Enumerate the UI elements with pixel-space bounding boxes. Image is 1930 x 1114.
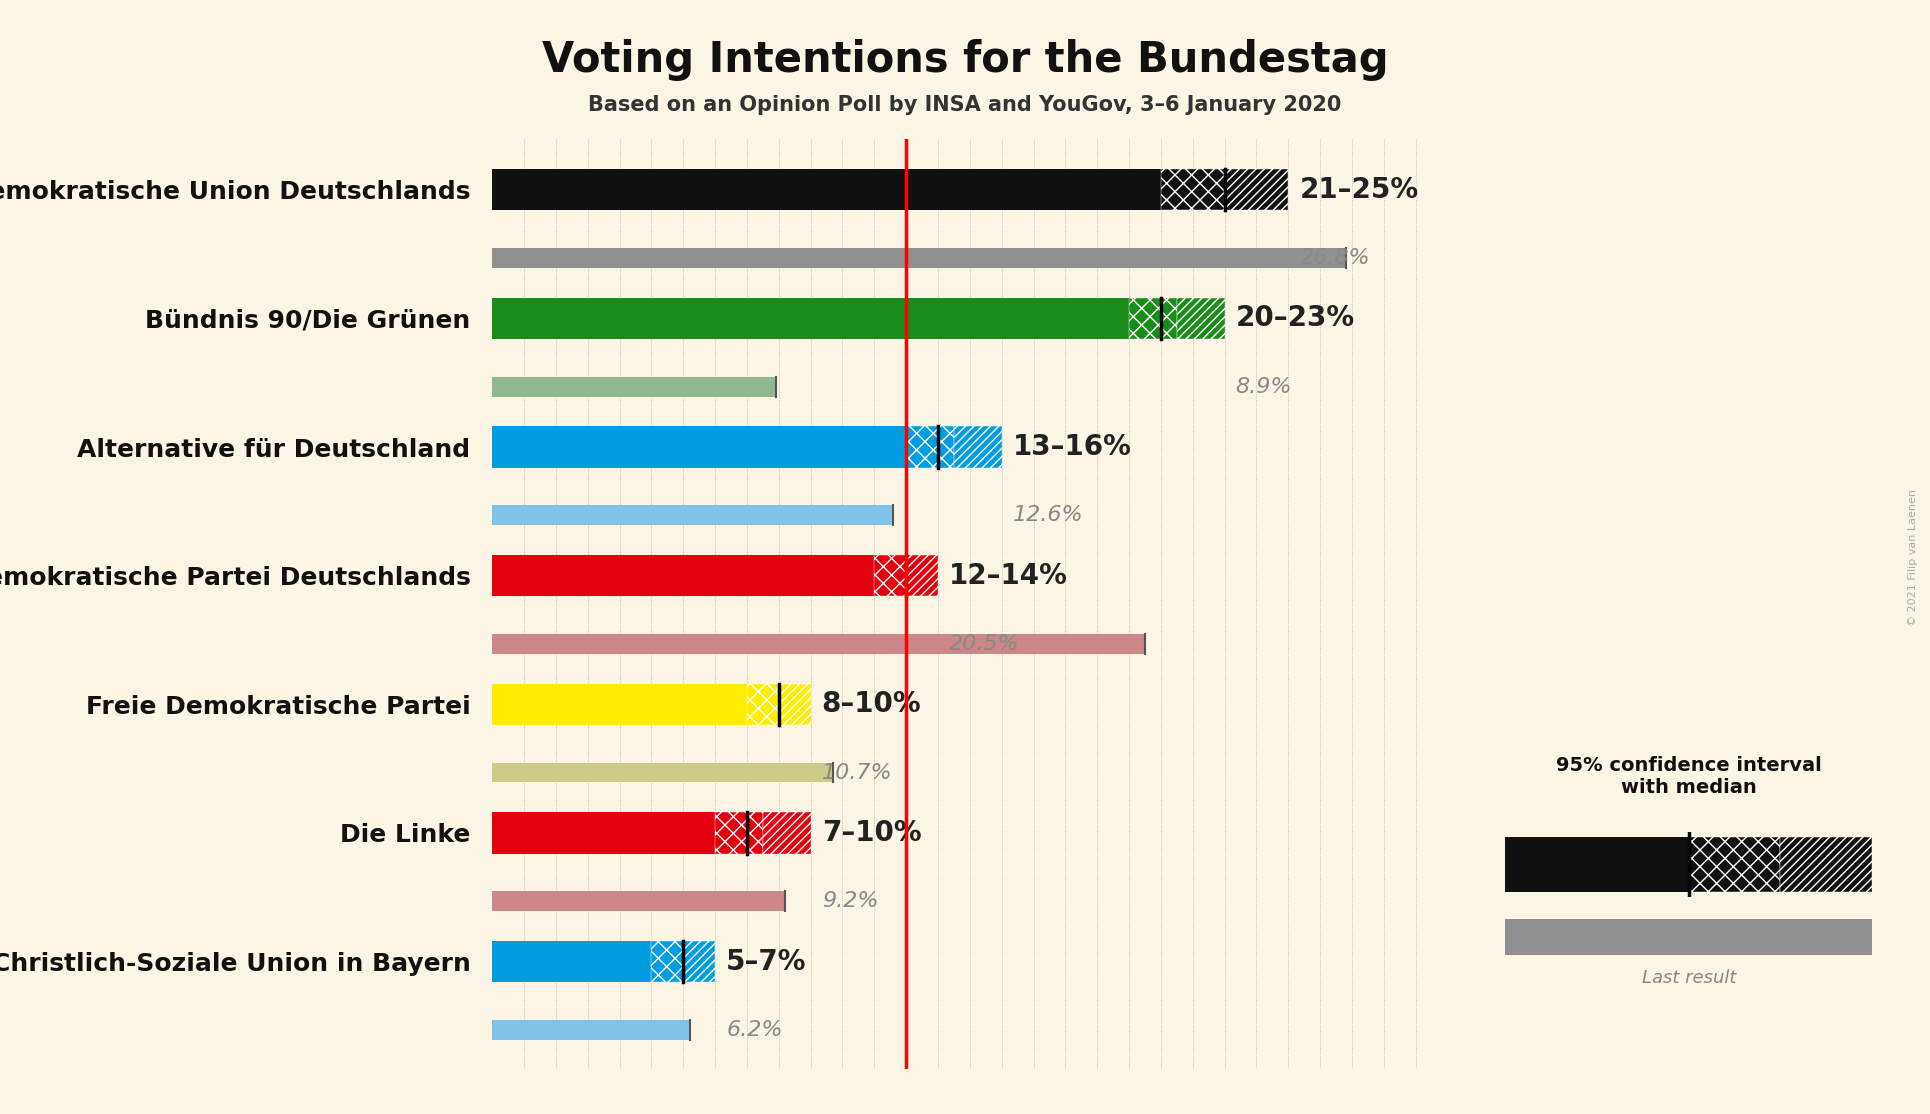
Bar bbox=[1505, 919, 1872, 955]
Bar bbox=[1689, 837, 1779, 892]
Bar bbox=[492, 812, 714, 853]
Text: 20–23%: 20–23% bbox=[1235, 304, 1355, 332]
Text: 6.2%: 6.2% bbox=[726, 1019, 784, 1039]
Bar bbox=[492, 506, 894, 525]
Text: 8–10%: 8–10% bbox=[822, 691, 921, 719]
Bar bbox=[492, 555, 874, 596]
Bar bbox=[714, 812, 762, 853]
Bar bbox=[492, 427, 907, 468]
Bar bbox=[492, 684, 747, 725]
Bar bbox=[953, 427, 1002, 468]
Bar bbox=[907, 427, 953, 468]
Bar bbox=[762, 812, 811, 853]
Bar bbox=[650, 941, 683, 983]
Bar bbox=[747, 684, 778, 725]
Text: 12.6%: 12.6% bbox=[1013, 506, 1083, 526]
Text: 7–10%: 7–10% bbox=[822, 819, 921, 847]
Bar bbox=[492, 941, 650, 983]
Text: 9.2%: 9.2% bbox=[822, 891, 878, 911]
Bar bbox=[492, 297, 1129, 339]
Bar bbox=[1129, 297, 1177, 339]
Text: 10.7%: 10.7% bbox=[822, 763, 892, 782]
Text: © 2021 Filip van Laenen: © 2021 Filip van Laenen bbox=[1909, 489, 1918, 625]
Text: 12–14%: 12–14% bbox=[950, 561, 1067, 589]
Text: 95% confidence interval
with median: 95% confidence interval with median bbox=[1556, 755, 1822, 797]
Bar bbox=[683, 941, 714, 983]
Bar bbox=[492, 248, 1345, 267]
Bar bbox=[907, 555, 938, 596]
Bar bbox=[492, 1020, 689, 1039]
Bar bbox=[1779, 837, 1872, 892]
Text: 5–7%: 5–7% bbox=[726, 948, 807, 976]
Text: Last result: Last result bbox=[1642, 969, 1735, 987]
Bar bbox=[1224, 169, 1289, 211]
Bar bbox=[1160, 169, 1224, 211]
Bar bbox=[492, 377, 776, 397]
Bar bbox=[492, 634, 1144, 654]
Text: 20.5%: 20.5% bbox=[950, 634, 1019, 654]
Text: 13–16%: 13–16% bbox=[1013, 433, 1131, 461]
Bar bbox=[492, 169, 1160, 211]
Text: Voting Intentions for the Bundestag: Voting Intentions for the Bundestag bbox=[542, 39, 1388, 81]
Text: 26.8%: 26.8% bbox=[1299, 248, 1370, 268]
Bar bbox=[1177, 297, 1224, 339]
Bar bbox=[492, 891, 786, 911]
Text: 21–25%: 21–25% bbox=[1299, 176, 1419, 204]
Text: 8.9%: 8.9% bbox=[1235, 377, 1293, 397]
Bar bbox=[1505, 837, 1689, 892]
Text: Based on an Opinion Poll by INSA and YouGov, 3–6 January 2020: Based on an Opinion Poll by INSA and You… bbox=[589, 95, 1341, 115]
Bar bbox=[778, 684, 811, 725]
Bar bbox=[874, 555, 907, 596]
Bar bbox=[492, 763, 834, 782]
